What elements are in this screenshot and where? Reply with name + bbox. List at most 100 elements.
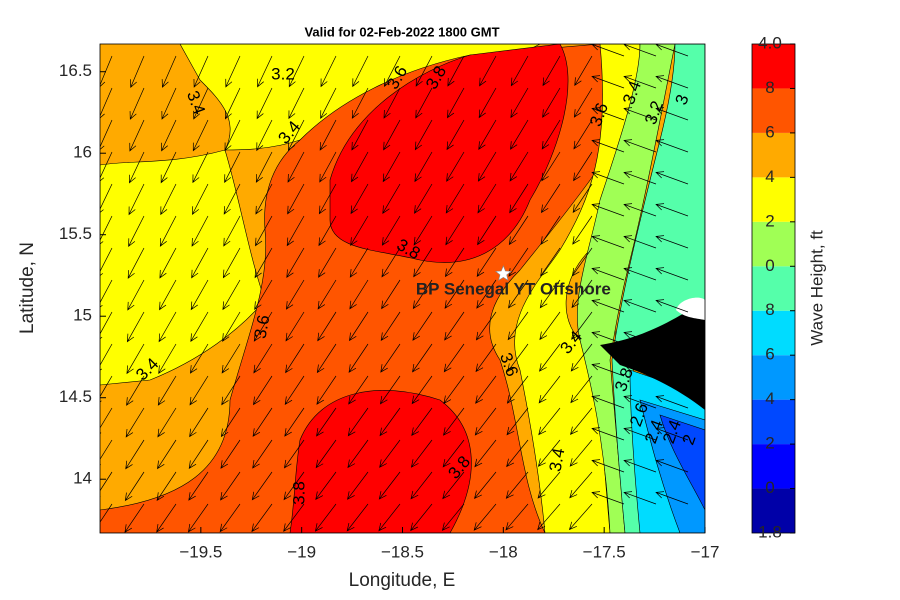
arrow xyxy=(537,503,561,531)
arrow xyxy=(655,491,689,505)
arrow xyxy=(187,503,209,533)
arrow xyxy=(384,55,401,87)
arrow xyxy=(317,311,337,342)
arrow xyxy=(159,247,177,279)
arrow xyxy=(623,427,657,441)
arrow xyxy=(159,279,177,311)
arrow xyxy=(161,55,177,88)
arrow xyxy=(256,119,273,152)
arrow xyxy=(508,247,529,277)
arrow xyxy=(223,215,241,247)
arrow xyxy=(225,87,241,120)
arrow xyxy=(477,215,497,246)
arrow xyxy=(253,375,273,406)
arrow xyxy=(256,87,273,120)
arrow xyxy=(221,343,241,374)
colorbar-tick-label: 8 xyxy=(765,300,774,319)
arrow xyxy=(508,215,529,246)
arrow xyxy=(286,247,305,279)
arrow xyxy=(415,55,433,87)
arrow xyxy=(252,407,273,437)
arrow xyxy=(540,183,561,214)
arrow xyxy=(573,151,593,182)
arrow xyxy=(285,343,305,374)
arrow xyxy=(411,407,433,437)
arrow xyxy=(473,503,497,531)
arrow xyxy=(383,87,401,119)
axes: −19.5 −19 −18.5 −18 −17.5 −17 14 14.5 15 15.5 16 16… xyxy=(59,61,720,561)
arrow xyxy=(623,363,657,377)
arrow xyxy=(444,279,465,309)
y-tick-label: 16 xyxy=(73,143,92,162)
arrow xyxy=(655,203,689,217)
arrow xyxy=(655,267,689,281)
arrow xyxy=(157,407,177,438)
arrow xyxy=(320,55,337,88)
arrow xyxy=(251,503,273,533)
arrow xyxy=(623,139,657,153)
colorbar-tick-label: 2 xyxy=(765,434,774,453)
arrow xyxy=(379,375,401,405)
colorbar-band xyxy=(752,444,795,489)
arrow xyxy=(100,183,113,213)
arrow xyxy=(382,183,401,215)
arrow xyxy=(447,87,465,119)
arrow xyxy=(100,87,113,119)
arrow xyxy=(100,215,113,245)
y-tick-label: 16.5 xyxy=(59,61,92,80)
arrow xyxy=(478,87,497,119)
arrow xyxy=(156,471,177,501)
arrow xyxy=(190,311,209,343)
arrow xyxy=(655,363,689,377)
arrow xyxy=(623,203,657,217)
arrow xyxy=(574,55,593,87)
colorbar-tick-label: 8 xyxy=(765,78,774,97)
arrow xyxy=(623,299,657,313)
arrow xyxy=(126,375,145,406)
region xyxy=(577,44,676,533)
x-axis-label: Longitude, E xyxy=(349,570,456,591)
arrow xyxy=(158,343,177,374)
arrow xyxy=(414,151,433,183)
y-tick-label: 15 xyxy=(73,306,92,325)
y-tick-label: 15.5 xyxy=(59,224,92,243)
arrow xyxy=(623,171,657,185)
arrow xyxy=(254,279,273,310)
x-tick-label: −19 xyxy=(287,542,316,561)
arrow xyxy=(591,395,625,409)
arrow xyxy=(507,311,529,341)
arrow xyxy=(192,151,209,184)
arrow xyxy=(287,151,305,183)
land-gap xyxy=(676,297,705,320)
arrow xyxy=(319,119,337,151)
arrow xyxy=(316,407,337,437)
y-axis-label: Latitude, N xyxy=(17,242,38,334)
arrow xyxy=(287,183,305,215)
arrow xyxy=(591,331,625,345)
arrow xyxy=(100,375,113,403)
contour-field: 3.2 3.6 3.83.43.43.63.43.2 33.83.63.43.43.6… xyxy=(100,44,705,533)
arrow xyxy=(189,343,209,374)
arrow xyxy=(126,311,145,343)
arrow xyxy=(157,375,177,406)
arrow xyxy=(537,471,561,499)
arrow xyxy=(570,407,593,436)
land xyxy=(600,300,705,410)
colorbar-band xyxy=(752,355,795,400)
colorbar-tick-label: 6 xyxy=(765,345,774,364)
colorbar-tick-label: 4.0 xyxy=(758,33,782,52)
arrow xyxy=(125,439,145,470)
arrow xyxy=(591,171,625,185)
arrow xyxy=(623,107,657,121)
colorbar-band xyxy=(752,266,795,311)
arrow xyxy=(539,279,561,309)
arrow xyxy=(569,471,593,499)
arrow xyxy=(220,407,241,438)
arrow xyxy=(283,471,305,501)
arrow xyxy=(127,279,145,311)
arrow xyxy=(161,119,177,152)
arrow xyxy=(444,247,465,278)
arrow xyxy=(507,343,529,372)
arrow xyxy=(541,151,561,182)
arrow xyxy=(506,375,529,404)
